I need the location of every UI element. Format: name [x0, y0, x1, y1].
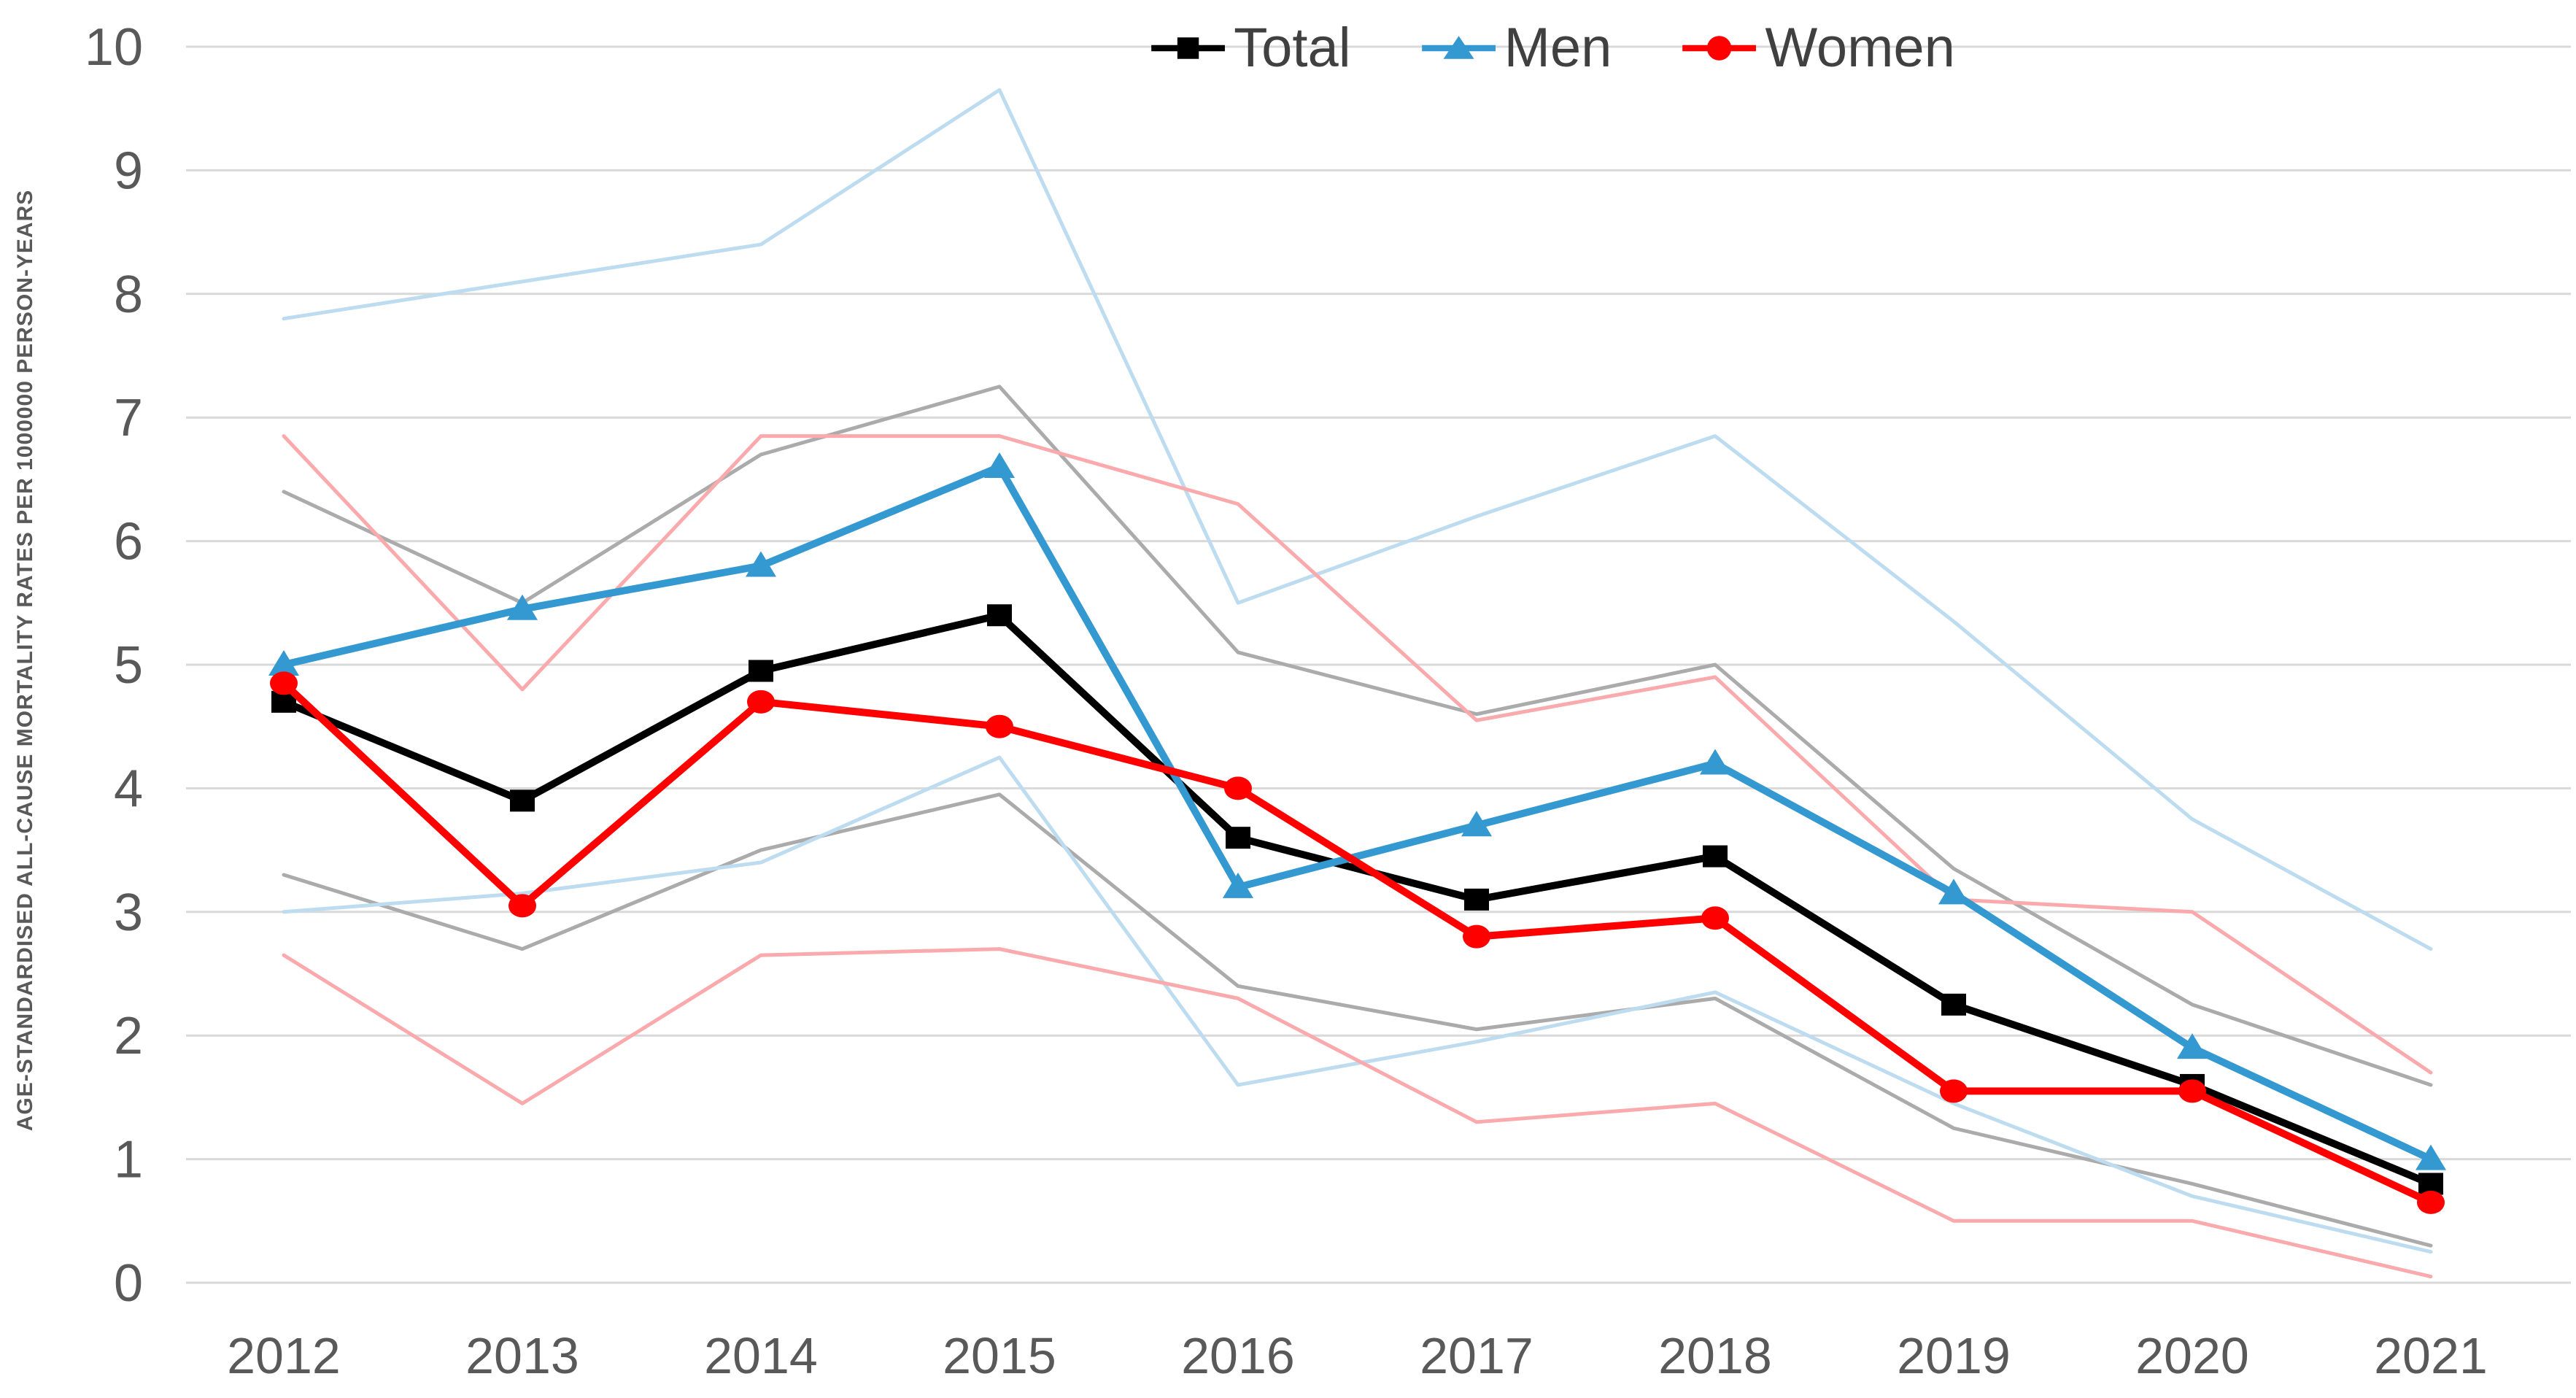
ci-upper-line-men — [282, 88, 2433, 951]
y-axis-tick-label: 6 — [114, 513, 143, 571]
y-axis-tick-label: 4 — [114, 760, 143, 818]
y-axis-tick-label: 3 — [114, 884, 143, 942]
marker-women — [1940, 1079, 1968, 1103]
series-line-men — [280, 463, 2434, 1163]
marker-men — [1461, 811, 1492, 837]
x-axis-tick-label: 2017 — [1420, 1327, 1533, 1384]
chart-legend: Total Men Women — [1150, 20, 1955, 76]
total-square-marker-icon — [1151, 37, 1225, 59]
marker-women — [747, 690, 775, 714]
legend-label-total: Total — [1234, 17, 1351, 79]
marker-total — [510, 789, 535, 812]
y-axis-tick-label: 2 — [114, 1007, 143, 1065]
marker-men — [1700, 749, 1730, 775]
marker-women — [986, 714, 1013, 738]
x-axis-tick-label: 2012 — [227, 1327, 341, 1384]
marker-women — [1701, 906, 1729, 930]
marker-total — [1464, 888, 1489, 911]
y-axis-tick-label: 7 — [114, 389, 143, 447]
y-axis-tick-label: 9 — [114, 142, 143, 200]
x-axis-tick-label: 2015 — [943, 1327, 1056, 1384]
marker-total — [1703, 845, 1728, 868]
marker-men — [268, 650, 299, 676]
y-axis-tick-label: 8 — [114, 266, 143, 324]
legend-item-men: Men — [1420, 20, 1612, 76]
legend-item-total: Total — [1150, 20, 1351, 76]
marker-women — [1463, 924, 1490, 949]
y-axis-tick-label: 1 — [114, 1131, 143, 1189]
x-axis-tick-label: 2014 — [704, 1327, 818, 1384]
marker-total — [1941, 993, 1966, 1016]
y-axis-tick-label: 10 — [85, 18, 143, 77]
y-axis-tick-label: 5 — [114, 636, 143, 695]
legend-label-women: Women — [1765, 17, 1955, 79]
ci-lower-line-men — [282, 755, 2433, 1254]
gridlines-layer — [186, 45, 2571, 1284]
marker-men — [2177, 1033, 2208, 1059]
marker-women — [1224, 776, 1252, 800]
x-axis-tick-label: 2018 — [1658, 1327, 1772, 1384]
marker-total — [987, 604, 1012, 627]
x-axis-tick-label: 2021 — [2374, 1327, 2488, 1384]
marker-women — [2178, 1079, 2206, 1103]
legend-item-women: Women — [1681, 17, 1955, 79]
women-circle-marker-icon — [1682, 36, 1757, 61]
marker-men — [1223, 872, 1253, 898]
marker-men — [1938, 878, 1969, 905]
marker-women — [2417, 1190, 2445, 1214]
ci-lower-line-total — [282, 792, 2433, 1248]
ci-upper-line-women — [282, 434, 2433, 1075]
x-axis-tick-label: 2019 — [1897, 1327, 2011, 1384]
x-axis-tick-label: 2020 — [2135, 1327, 2249, 1384]
x-axis-tick-label: 2013 — [465, 1327, 579, 1384]
marker-men — [507, 594, 538, 620]
marker-men — [2416, 1144, 2446, 1170]
marker-women — [508, 894, 536, 918]
y-axis-tick-label: 0 — [114, 1254, 143, 1313]
series-line-women — [280, 679, 2434, 1206]
confidence-interval-layer — [282, 88, 2433, 1279]
marker-women — [270, 671, 298, 695]
legend-label-men: Men — [1504, 17, 1612, 79]
men-triangle-marker-icon — [1421, 36, 1496, 59]
marker-men — [746, 551, 776, 577]
data-series-layer — [268, 452, 2446, 1214]
ci-upper-line-total — [282, 385, 2433, 1087]
marker-total — [1226, 827, 1250, 849]
marker-men — [984, 452, 1015, 478]
x-axis-tick-label: 2016 — [1181, 1327, 1295, 1384]
y-axis-title: AGE-STANDARDISED ALL-CAUSE MORTALITY RAT… — [13, 190, 37, 1132]
ci-lower-line-women — [282, 947, 2433, 1279]
axis-labels-layer: 0 1 2 3 4 5 6 7 8 9 10 2012 2013 2014 2015 2016 2017 2018… — [85, 18, 2488, 1384]
marker-total — [749, 660, 773, 682]
series-line-total — [280, 611, 2434, 1188]
